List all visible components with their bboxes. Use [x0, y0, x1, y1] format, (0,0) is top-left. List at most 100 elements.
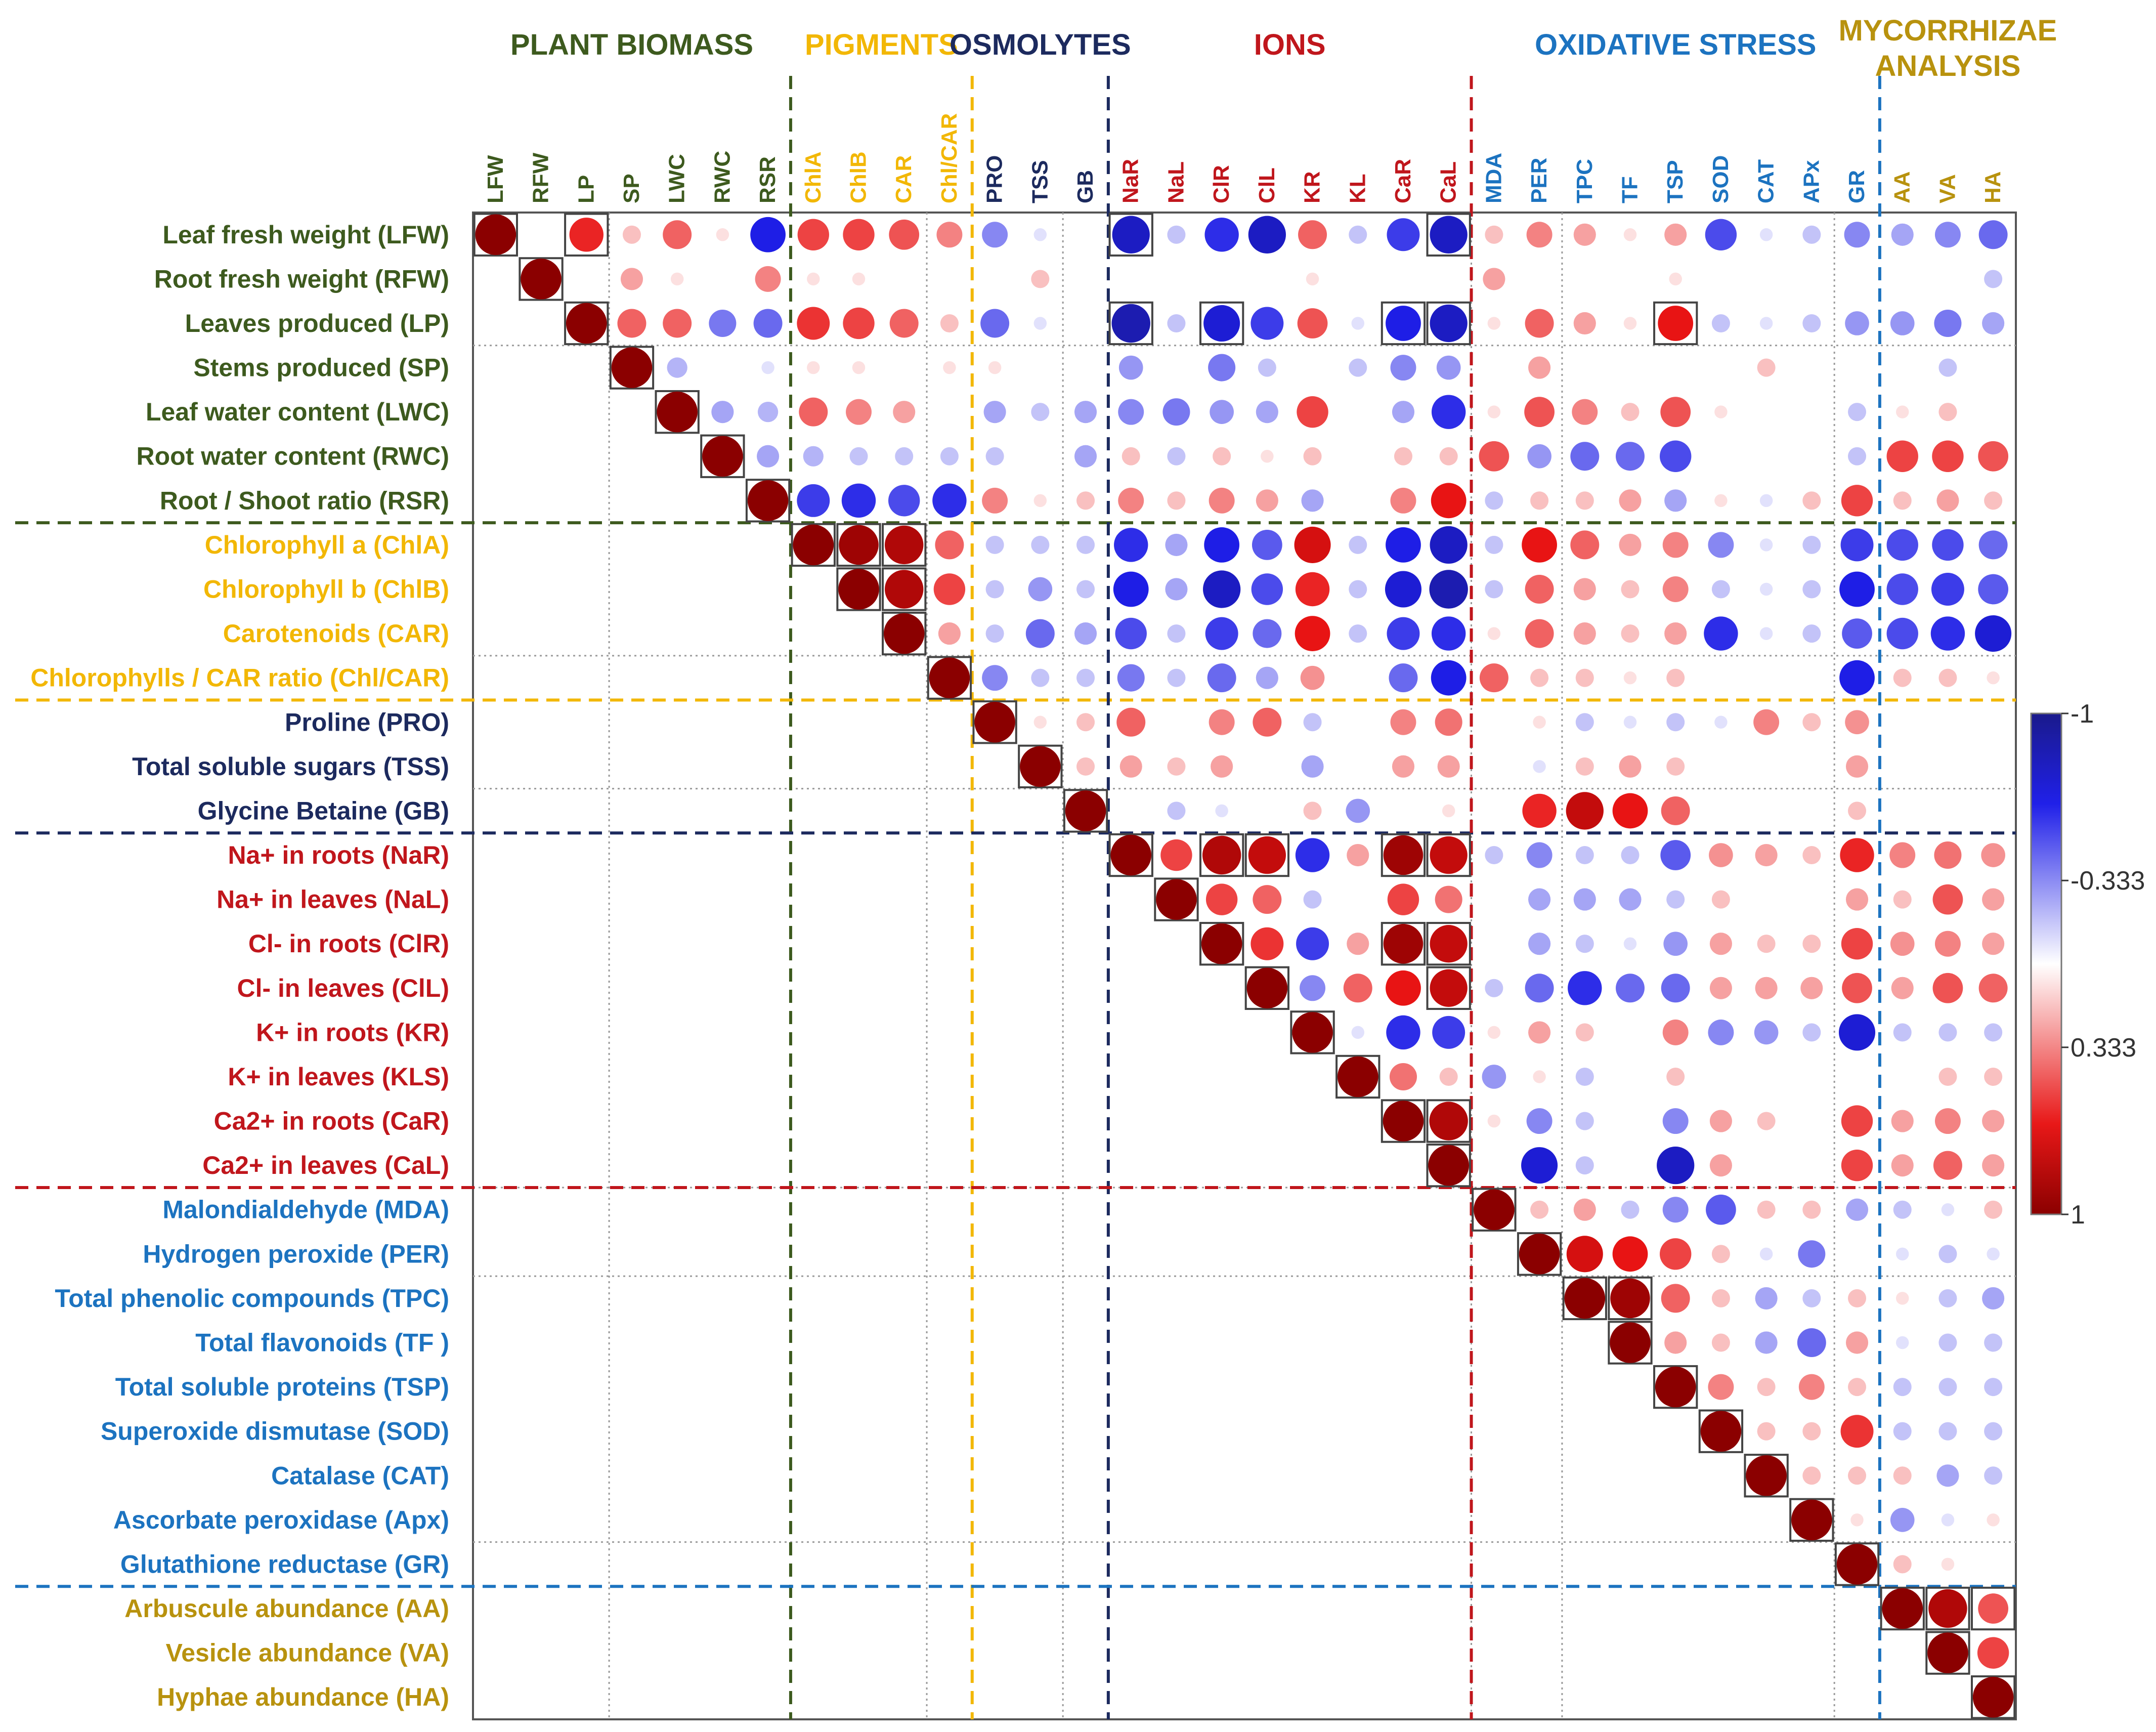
row-label: Chlorophyll a (ChlA) — [205, 531, 449, 559]
correlation-dot — [1709, 1154, 1732, 1177]
correlation-dot — [521, 259, 562, 300]
correlation-dot — [1256, 489, 1278, 512]
colorbar — [2030, 712, 2062, 1215]
correlation-dot — [1167, 624, 1186, 643]
correlation-dot — [1165, 533, 1188, 556]
row-label: Total phenolic compounds (TPC) — [55, 1284, 449, 1313]
correlation-dot — [1842, 618, 1872, 649]
correlation-dot — [1895, 1292, 1909, 1305]
correlation-dot — [1934, 841, 1962, 869]
significance-box — [1426, 833, 1471, 877]
correlation-dot — [1987, 1247, 2000, 1261]
correlation-dot — [1251, 307, 1284, 340]
significance-box — [609, 346, 655, 390]
correlation-dot — [1982, 312, 2005, 335]
correlation-dot — [982, 487, 1008, 514]
correlation-dot — [1485, 491, 1503, 510]
correlation-dot — [983, 401, 1006, 424]
correlation-dot — [1533, 760, 1546, 773]
row-label: Total soluble proteins (TSP) — [115, 1373, 449, 1401]
correlation-dot — [1474, 1189, 1515, 1231]
significance-box — [1199, 922, 1244, 966]
correlation-dot — [1932, 440, 1964, 472]
correlation-dot — [1711, 1289, 1730, 1307]
correlation-dot — [1430, 304, 1468, 343]
row-label: Na+ in leaves (NaL) — [217, 885, 449, 914]
correlation-dot — [1575, 846, 1594, 865]
correlation-dot — [1841, 1105, 1873, 1137]
correlation-dot — [889, 309, 919, 338]
correlation-dot — [1387, 883, 1419, 915]
row-label: Superoxide dismutase (SOD) — [101, 1417, 449, 1446]
correlation-dot — [1110, 834, 1152, 876]
column-label: TSP — [1663, 160, 1688, 203]
correlation-dot — [1982, 1110, 2005, 1132]
correlation-dot — [622, 225, 641, 244]
correlation-dot — [1936, 489, 1959, 512]
correlation-dot — [1938, 1422, 1957, 1441]
correlation-dot — [1487, 405, 1501, 418]
group-label: IONS — [1254, 28, 1326, 61]
correlation-dot — [1442, 804, 1455, 818]
correlation-dot — [852, 272, 866, 286]
correlation-dot — [1746, 1455, 1787, 1496]
column-label: GR — [1844, 170, 1869, 203]
correlation-dot — [1297, 396, 1328, 428]
correlation-dot — [1982, 933, 2005, 955]
column-label: ChlA — [801, 151, 826, 203]
correlation-dot — [1845, 755, 1869, 778]
correlation-dot — [1759, 627, 1773, 640]
correlation-dot — [1893, 668, 1912, 687]
correlation-dot — [1759, 317, 1773, 330]
correlation-dot — [716, 228, 729, 241]
correlation-dot — [889, 219, 920, 250]
correlation-dot — [1711, 580, 1730, 599]
correlation-dot — [1337, 1056, 1378, 1097]
column-label: ClL — [1255, 167, 1279, 203]
correlation-dot — [1982, 1154, 2005, 1177]
significance-box — [1608, 1276, 1653, 1321]
significance-box — [473, 213, 519, 257]
row-label: Chlorophyll b (ChlB) — [203, 575, 449, 604]
correlation-dot — [1621, 1200, 1640, 1219]
correlation-dot — [1430, 969, 1468, 1007]
correlation-dot — [1759, 582, 1773, 596]
correlation-dot — [747, 480, 789, 521]
correlation-dot — [1522, 527, 1557, 563]
correlation-dot — [1485, 535, 1503, 554]
correlation-dot — [1573, 1198, 1596, 1221]
correlation-dot — [1303, 447, 1322, 466]
correlation-dot — [1655, 1366, 1696, 1408]
correlation-dot — [1709, 1110, 1732, 1132]
correlation-dot — [1208, 354, 1236, 382]
correlation-dot — [1575, 491, 1594, 510]
correlation-dot — [1261, 449, 1274, 463]
correlation-dot — [938, 622, 961, 645]
correlation-dot — [1616, 974, 1645, 1003]
correlation-dot — [1664, 489, 1687, 512]
correlation-dot — [940, 447, 959, 466]
correlation-dot — [1934, 1108, 1961, 1134]
correlation-dot — [1759, 538, 1773, 552]
correlation-dot — [1836, 1544, 1878, 1585]
correlation-dot — [849, 447, 868, 466]
correlation-dot — [1755, 1287, 1778, 1309]
correlation-dot — [1844, 222, 1870, 248]
correlation-dot — [1889, 842, 1916, 868]
correlation-dot — [1167, 757, 1186, 776]
correlation-dot — [943, 361, 956, 374]
correlation-dot — [1666, 757, 1685, 776]
correlation-dot — [1619, 888, 1642, 911]
correlation-dot — [1841, 927, 1873, 960]
correlation-dot — [1757, 1378, 1776, 1397]
correlation-dot — [1621, 580, 1640, 599]
group-label-line: MYCORRHIZAE — [1839, 14, 2057, 47]
correlation-dot — [1886, 440, 1918, 472]
row-label: Leaves produced (LP) — [185, 309, 449, 337]
correlation-dot — [1248, 836, 1286, 874]
significance-box — [1381, 833, 1426, 877]
correlation-dot — [753, 309, 783, 338]
correlation-dot — [1389, 1063, 1417, 1090]
row-label: Root water content (RWC) — [137, 442, 449, 471]
